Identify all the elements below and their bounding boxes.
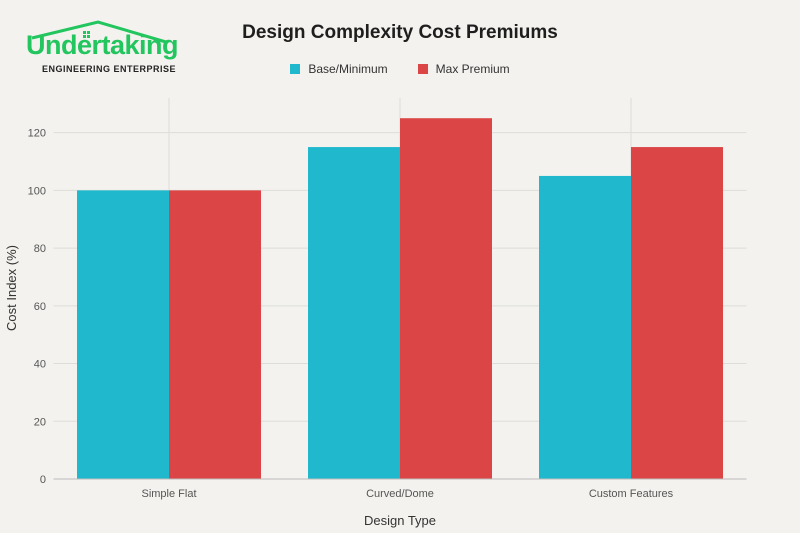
bar-base-minimum [77, 190, 169, 479]
legend-swatch [417, 64, 428, 74]
logo-name: Undertaking [26, 30, 179, 60]
bar-base-minimum [539, 175, 631, 479]
house-roof-icon [31, 20, 167, 44]
x-tick-label: Simple Flat [141, 488, 196, 500]
y-tick-label: 120 [28, 128, 46, 140]
y-tick-label: 80 [34, 243, 46, 255]
bar-max-premium [631, 147, 723, 479]
legend-swatch [290, 64, 301, 74]
y-tick-label: 0 [40, 474, 46, 486]
x-axis-label: Design Type [364, 513, 436, 528]
y-tick-label: 40 [34, 359, 46, 371]
legend-item[interactable]: Max Premium [417, 62, 510, 76]
legend-item[interactable]: Base/Minimum [290, 62, 388, 76]
y-tick-label: 100 [28, 185, 46, 197]
logo-tagline: ENGINEERING ENTERPRISE [42, 64, 177, 74]
bar-max-premium [169, 190, 261, 479]
chart-title: Design Complexity Cost Premiums [242, 22, 558, 43]
y-tick-label: 20 [34, 416, 46, 428]
x-tick-label: Custom Features [589, 488, 674, 500]
bar-max-premium [400, 118, 492, 480]
y-tick-label: 60 [34, 301, 46, 313]
y-axis-label: Cost Index (%) [4, 245, 19, 331]
x-tick-label: Curved/Dome [366, 488, 434, 500]
legend-label: Base/Minimum [308, 62, 388, 76]
legend: Base/Minimum Max Premium [0, 62, 800, 76]
bar-base-minimum [308, 147, 400, 479]
legend-label: Max Premium [435, 62, 510, 76]
